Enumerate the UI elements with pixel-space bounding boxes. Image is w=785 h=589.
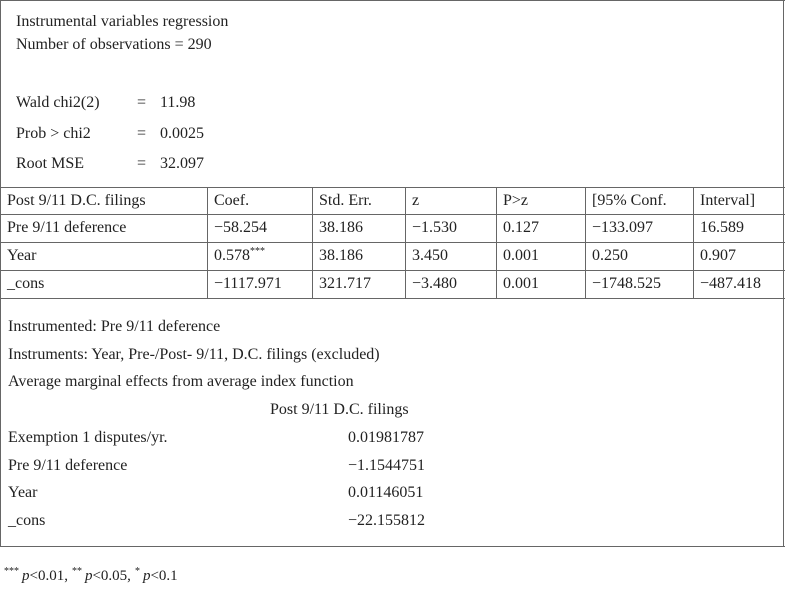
rule bbox=[0, 214, 785, 215]
cell: −1.530 bbox=[412, 219, 458, 236]
cell: 321.717 bbox=[319, 275, 371, 292]
cell: −1748.525 bbox=[592, 275, 662, 292]
marginal-label: Year bbox=[8, 484, 38, 502]
stat-eq: = bbox=[137, 94, 147, 111]
footnote-var: p bbox=[22, 568, 30, 584]
footnote-var: p bbox=[84, 568, 93, 584]
marginal-value: 0.01981787 bbox=[348, 429, 424, 446]
cell: 0.250 bbox=[592, 247, 628, 264]
note: Instrumented: Pre 9/11 deference bbox=[8, 318, 221, 335]
footnote-var: p bbox=[142, 568, 151, 584]
marginal-label: _cons bbox=[8, 512, 46, 530]
cell: −1117.971 bbox=[214, 275, 282, 292]
cell: −133.097 bbox=[592, 219, 654, 236]
row-label: _cons bbox=[7, 275, 45, 292]
footnote: *** p<0.01, ** p<0.05, * p<0.1 bbox=[4, 566, 182, 586]
stat-eq: = bbox=[137, 155, 147, 172]
stat-label: Prob > chi2 bbox=[16, 124, 91, 142]
column-header: Post 9/11 D.C. filings bbox=[7, 192, 146, 209]
marginal-value: 0.01146051 bbox=[348, 484, 424, 502]
rule bbox=[783, 0, 784, 547]
cell: 0.578*** bbox=[214, 246, 265, 265]
row-label: Year bbox=[7, 247, 37, 264]
cell: 0.001 bbox=[503, 247, 539, 264]
rule bbox=[0, 187, 785, 188]
cell: 0.001 bbox=[503, 275, 539, 292]
stat-label: Wald chi2(2) bbox=[16, 94, 100, 111]
significance: *** bbox=[250, 246, 265, 257]
cell: 38.186 bbox=[319, 219, 363, 236]
stat-label: Root MSE bbox=[16, 155, 85, 172]
cell: −487.418 bbox=[700, 275, 762, 292]
rule bbox=[0, 242, 785, 243]
stat-value: 32.097 bbox=[160, 155, 204, 172]
note: Instruments: Year, Pre-/Post- 9/11, D.C.… bbox=[8, 345, 380, 363]
marginal-header: Post 9/11 D.C. filings bbox=[270, 401, 409, 418]
rule bbox=[585, 187, 586, 298]
footnote-cond: <0.01, bbox=[29, 568, 68, 584]
rule bbox=[0, 0, 1, 547]
marginal-label: Pre 9/11 deference bbox=[8, 456, 128, 474]
stat-value: 11.98 bbox=[160, 94, 196, 111]
cell: −58.254 bbox=[214, 219, 268, 236]
rule bbox=[0, 546, 785, 547]
rule bbox=[0, 270, 785, 271]
rule bbox=[0, 0, 785, 1]
column-header: P>z bbox=[503, 192, 529, 209]
column-header: z bbox=[412, 192, 420, 209]
cell: 0.907 bbox=[700, 247, 736, 264]
footnote-cond: <0.05, bbox=[92, 568, 131, 584]
footnote-stars: * bbox=[134, 566, 140, 577]
rule bbox=[496, 187, 497, 298]
stat-value: 0.0025 bbox=[160, 124, 204, 142]
cell: 0.127 bbox=[503, 219, 539, 236]
cell: 38.186 bbox=[319, 247, 363, 264]
column-header: Std. Err. bbox=[319, 192, 372, 209]
rule bbox=[312, 187, 313, 298]
column-header: Interval] bbox=[700, 192, 756, 209]
note: Average marginal effects from average in… bbox=[8, 373, 354, 390]
footnote-stars: *** bbox=[4, 566, 19, 577]
cell: 16.589 bbox=[700, 219, 744, 236]
footnote-cond: <0.1 bbox=[150, 568, 178, 584]
cell: 3.450 bbox=[412, 247, 448, 264]
footnote-stars: ** bbox=[71, 566, 82, 577]
marginal-value: −1.1544751 bbox=[348, 456, 426, 474]
marginal-label: Exemption 1 disputes/yr. bbox=[8, 429, 168, 446]
cell: −3.480 bbox=[412, 275, 458, 292]
stat-eq: = bbox=[137, 124, 147, 142]
column-header: [95% Conf. bbox=[592, 192, 667, 209]
column-header: Coef. bbox=[214, 192, 250, 209]
row-label: Pre 9/11 deference bbox=[7, 219, 127, 236]
rule bbox=[405, 187, 406, 298]
rule bbox=[693, 187, 694, 298]
rule bbox=[207, 187, 208, 298]
observations: Number of observations = 290 bbox=[16, 36, 212, 53]
marginal-value: −22.155812 bbox=[348, 512, 426, 530]
title: Instrumental variables regression bbox=[16, 13, 229, 30]
rule bbox=[0, 298, 785, 299]
